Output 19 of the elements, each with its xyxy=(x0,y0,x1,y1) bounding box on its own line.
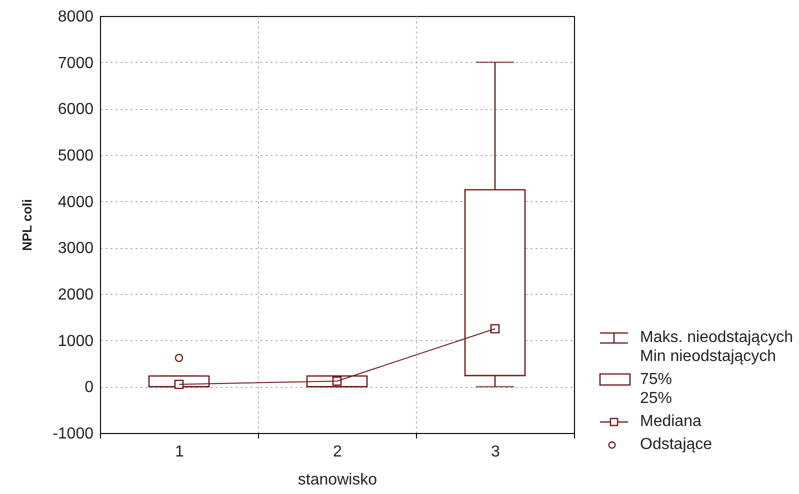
y-tick-label: 8000 xyxy=(58,8,94,26)
y-tick-label: 0 xyxy=(84,379,94,396)
y-tick-label: 7000 xyxy=(58,54,94,72)
y-axis-title: NPL coli xyxy=(20,199,35,251)
legend-label: Mediana xyxy=(640,413,702,430)
x-tick-label: 3 xyxy=(491,444,500,460)
legend-label: Odstające xyxy=(640,436,712,453)
y-tick-label: 4000 xyxy=(58,194,94,211)
y-tick-label: 6000 xyxy=(58,101,94,118)
x-axis-title: stanowisko xyxy=(298,472,378,488)
y-tick-label: 5000 xyxy=(58,148,94,164)
y-tick-label: 2000 xyxy=(58,286,94,304)
y-tick-label: -1000 xyxy=(52,426,94,442)
x-tick-label: 2 xyxy=(333,444,342,460)
y-tick-label: 1000 xyxy=(58,332,94,350)
legend-label: 75% 25% xyxy=(640,371,672,407)
text: Maks. nieodstających Min nieodstających xyxy=(640,329,793,365)
y-tick-label: 3000 xyxy=(58,240,94,258)
x-tick-label: 1 xyxy=(175,444,184,460)
